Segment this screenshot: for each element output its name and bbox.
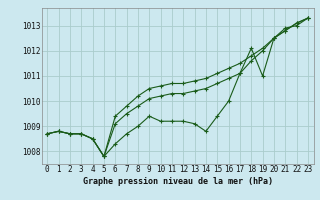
- X-axis label: Graphe pression niveau de la mer (hPa): Graphe pression niveau de la mer (hPa): [83, 177, 273, 186]
